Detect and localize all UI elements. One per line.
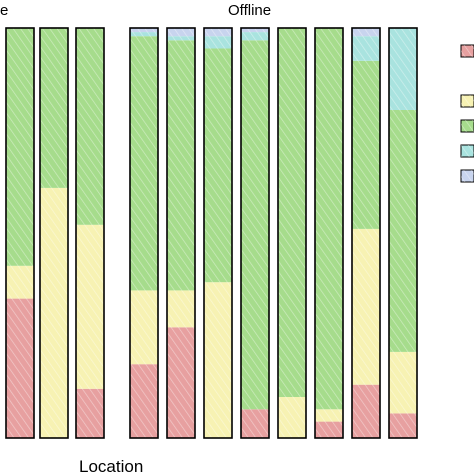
bar-hatch-4-1 [167, 290, 195, 328]
bar-hatch-6-4 [241, 28, 269, 33]
x-axis-label: Location [79, 457, 143, 474]
bar-hatch-4-0 [167, 327, 195, 438]
bar-hatch-1-1 [40, 187, 68, 438]
bar-hatch-3-1 [130, 290, 158, 365]
bar-hatch-2-0 [76, 388, 104, 438]
bar-hatch-9-1 [352, 228, 380, 385]
bar-hatch-1-2 [40, 28, 68, 188]
bar-hatch-7-1 [278, 397, 306, 438]
bar-hatch-10-3 [389, 28, 417, 110]
legend-swatch-hatch-1 [461, 95, 474, 107]
bar-outline-9 [351, 27, 381, 439]
bar-hatch-0-0 [6, 298, 34, 438]
legend [460, 44, 474, 183]
bar-hatch-6-0 [241, 409, 269, 438]
bar-outline-5 [203, 27, 233, 439]
bar-outline-2 [75, 27, 105, 439]
bar-hatch-9-2 [352, 60, 380, 229]
bar-hatch-9-3 [352, 36, 380, 61]
bar-hatch-2-1 [76, 224, 104, 389]
bar-hatch-7-2 [278, 28, 306, 397]
bar-hatch-5-4 [204, 28, 232, 37]
bar-hatch-8-1 [315, 409, 343, 422]
bar-outline-7 [277, 27, 307, 439]
facet-label-left: e [0, 2, 8, 19]
bar-outline-8 [314, 27, 344, 439]
bar-hatch-5-1 [204, 282, 232, 438]
bar-hatch-10-1 [389, 351, 417, 414]
bar-outline-6 [240, 27, 270, 439]
bar-hatch-6-2 [241, 40, 269, 410]
legend-swatch-hatch-0 [461, 45, 474, 57]
bar-hatch-3-2 [130, 36, 158, 291]
bar-outline-1 [39, 27, 69, 439]
legend-swatch-hatch-2 [461, 120, 474, 132]
bar-hatch-0-2 [6, 28, 34, 266]
legend-swatch-hatch-3 [461, 145, 474, 157]
bar-hatch-5-2 [204, 48, 232, 283]
bar-hatch-9-0 [352, 384, 380, 438]
bar-hatch-0-1 [6, 265, 34, 299]
bar-hatch-8-2 [315, 28, 343, 410]
bar-hatch-4-4 [167, 28, 195, 37]
legend-swatch-hatch-4 [461, 170, 474, 182]
bar-hatch-8-0 [315, 421, 343, 438]
bar-hatch-4-3 [167, 36, 195, 41]
bar-outline-3 [129, 27, 159, 439]
bar-hatch-10-0 [389, 413, 417, 438]
bar-hatch-3-4 [130, 28, 158, 33]
facet-label-offline: Offline [228, 2, 271, 19]
bar-hatch-2-2 [76, 28, 104, 225]
bar-outline-4 [166, 27, 196, 439]
bar-hatch-4-2 [167, 40, 195, 291]
bar-hatch-3-0 [130, 364, 158, 438]
bar-hatch-9-4 [352, 28, 380, 37]
bar-outline-10 [388, 27, 418, 439]
bar-hatch-6-3 [241, 32, 269, 41]
bar-hatch-10-2 [389, 110, 417, 352]
bars-layer [5, 27, 418, 439]
bar-hatch-3-3 [130, 32, 158, 37]
bar-hatch-5-3 [204, 36, 232, 49]
bar-outline-0 [5, 27, 35, 439]
